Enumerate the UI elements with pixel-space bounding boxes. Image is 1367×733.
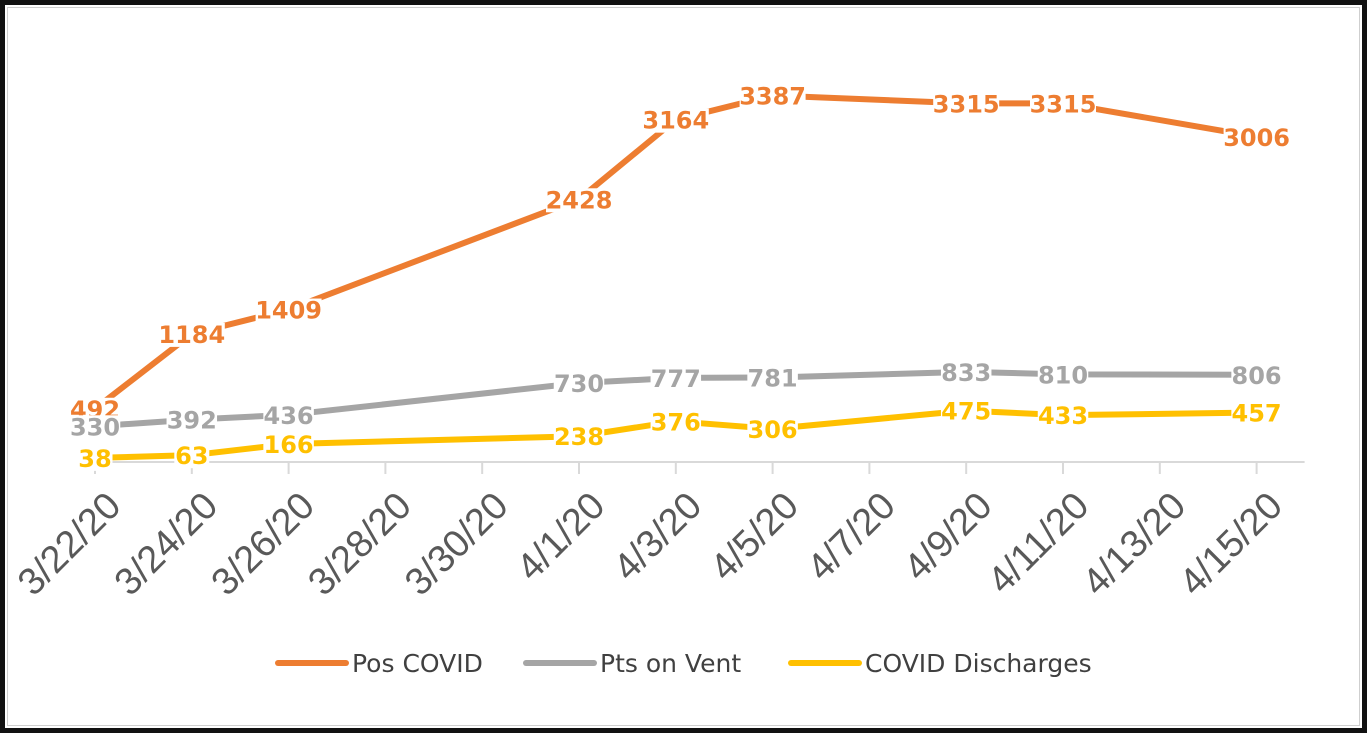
x-tick-label: 3/26/20 [204, 485, 323, 604]
x-tick-label: 4/13/20 [1075, 485, 1194, 604]
data-label: 238 [554, 423, 604, 451]
legend-entry: Pts on Vent [600, 649, 741, 678]
data-label: 3315 [1030, 90, 1097, 118]
data-label-bg [1030, 92, 1096, 117]
x-tick-label: 4/1/20 [509, 485, 613, 589]
chart-area-border [7, 7, 1360, 726]
data-label-bg [166, 408, 218, 433]
data-label: 392 [167, 407, 217, 435]
data-label: 2428 [546, 186, 613, 214]
data-label-bg [650, 366, 702, 391]
data-label: 3006 [1223, 124, 1290, 152]
data-label-bg [1037, 363, 1089, 388]
data-label-bg [1231, 401, 1282, 426]
data-label: 777 [651, 365, 701, 393]
data-label: 330 [70, 413, 120, 441]
data-label-bg [747, 366, 798, 391]
data-label: 457 [1232, 400, 1282, 428]
legend-entry: COVID Discharges [865, 649, 1092, 678]
data-label-bg [263, 433, 314, 458]
data-label: 436 [264, 402, 314, 430]
data-label: 1409 [255, 297, 322, 325]
data-label: 3387 [739, 83, 806, 111]
x-tick-label: 4/11/20 [980, 485, 1097, 602]
data-label: 306 [748, 416, 798, 444]
data-label-bg [174, 444, 210, 469]
x-axis: 3/22/203/24/203/26/203/28/203/30/204/1/2… [10, 461, 1305, 604]
data-label-bg [650, 410, 702, 435]
x-tick-label: 4/15/20 [1172, 485, 1291, 604]
x-tick-label: 4/7/20 [799, 485, 903, 589]
data-label-bg [1037, 404, 1089, 429]
data-label-bg [940, 360, 992, 385]
data-label: 781 [748, 364, 798, 392]
x-tick-label: 3/24/20 [107, 485, 226, 604]
data-label: 38 [78, 445, 111, 473]
legend-entry: Pos COVID [352, 649, 483, 678]
data-label-bg [263, 403, 314, 428]
x-tick-label: 3/30/20 [397, 485, 516, 604]
data-label: 730 [554, 370, 604, 398]
data-label: 3164 [642, 107, 709, 135]
data-label: 63 [175, 442, 208, 470]
data-label-bg [933, 92, 1000, 117]
data-label-bg [940, 399, 992, 424]
data-label-bg [69, 415, 121, 440]
data-label: 833 [941, 359, 991, 387]
x-tick-label: 4/5/20 [703, 485, 807, 589]
data-label-bg [1223, 125, 1290, 150]
data-label: 376 [651, 408, 701, 436]
data-label: 3315 [933, 90, 1000, 118]
data-label-bg [553, 425, 605, 450]
data-label: 806 [1232, 362, 1282, 390]
data-label: 810 [1038, 361, 1088, 389]
data-label: 475 [941, 398, 991, 426]
x-tick-label: 3/28/20 [300, 485, 419, 604]
data-label-bg [77, 446, 113, 471]
x-tick-label: 3/22/20 [10, 485, 129, 604]
legend: Pos COVID Pts on Vent COVID Discharges [275, 649, 1092, 678]
data-label-bg [546, 188, 612, 213]
data-label-bg [255, 298, 322, 323]
data-label-bg [1231, 363, 1282, 388]
data-label-bg [642, 108, 709, 133]
data-label: 166 [264, 431, 314, 459]
data-label: 1184 [158, 321, 225, 349]
data-label-bg [739, 84, 806, 109]
data-label-bg [747, 417, 798, 442]
data-label-bg [553, 372, 605, 397]
data-label: 433 [1038, 402, 1088, 430]
x-tick-label: 4/3/20 [606, 485, 710, 589]
data-label-bg [158, 322, 225, 347]
